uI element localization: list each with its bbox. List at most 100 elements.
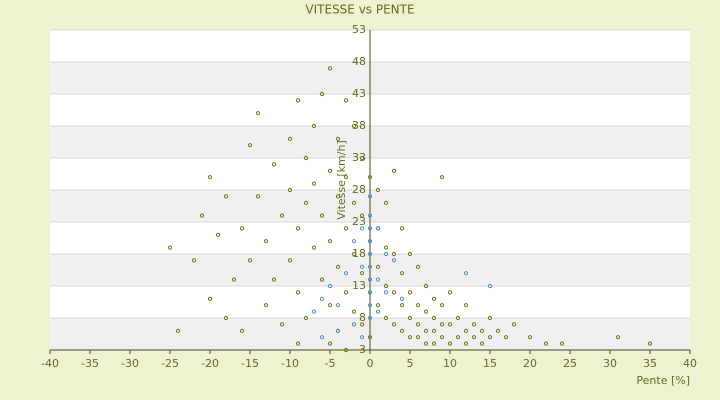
x-tick-label: -10 <box>281 357 299 370</box>
point <box>439 175 445 180</box>
x-tick-label: 30 <box>603 357 617 370</box>
point <box>479 328 485 333</box>
x-tick-label: -35 <box>81 357 99 370</box>
point <box>455 335 461 340</box>
point <box>351 123 357 129</box>
point <box>335 303 341 308</box>
point <box>351 309 357 314</box>
point <box>423 309 429 314</box>
point <box>423 341 429 346</box>
point <box>359 226 365 231</box>
y-tick-label: 23 <box>352 215 366 228</box>
point <box>351 239 357 244</box>
point <box>343 271 349 276</box>
x-tick-label: 15 <box>483 357 497 370</box>
point <box>415 303 421 308</box>
point <box>391 168 397 173</box>
point <box>359 155 365 161</box>
x-tick-label: 10 <box>443 357 457 370</box>
x-tick-label: 35 <box>643 357 657 370</box>
point <box>463 271 469 276</box>
y-tick-label: 53 <box>352 23 366 36</box>
x-tick-label: -5 <box>325 357 336 370</box>
point <box>471 322 477 327</box>
point <box>407 315 413 321</box>
point <box>327 341 333 346</box>
point <box>287 258 293 263</box>
chart-title: VITESSE vs PENTE <box>305 3 414 17</box>
point <box>311 123 317 129</box>
point <box>391 258 397 263</box>
point <box>303 315 309 321</box>
point <box>327 168 333 173</box>
point <box>407 335 413 340</box>
point <box>319 277 325 282</box>
point <box>431 296 437 301</box>
point <box>383 315 389 321</box>
y-tick-label: 8 <box>359 311 366 324</box>
point <box>359 322 365 327</box>
point <box>343 347 349 353</box>
point <box>375 226 381 231</box>
point <box>487 335 493 340</box>
point <box>343 290 349 295</box>
point <box>383 245 389 250</box>
point <box>415 322 421 327</box>
point <box>359 213 365 218</box>
point <box>367 277 373 282</box>
point <box>319 91 325 97</box>
point <box>367 175 373 180</box>
point <box>399 271 405 276</box>
point <box>287 136 293 141</box>
point <box>295 226 301 231</box>
point <box>367 290 373 295</box>
point <box>263 239 269 244</box>
point <box>375 264 381 269</box>
point <box>207 175 213 180</box>
x-tick-label: -25 <box>161 357 179 370</box>
point <box>439 335 445 340</box>
point <box>255 111 261 116</box>
x-tick-label: 0 <box>367 357 374 370</box>
y-tick-label: 33 <box>352 151 366 164</box>
point <box>311 245 317 250</box>
point <box>367 335 373 340</box>
point <box>383 283 389 289</box>
point <box>327 303 333 308</box>
x-tick-label: -20 <box>201 357 219 370</box>
y-axis-label: Vitesse [km/h] <box>335 140 348 220</box>
point <box>343 175 349 180</box>
point <box>279 213 285 218</box>
point <box>407 290 413 295</box>
point <box>463 303 469 308</box>
point <box>335 194 341 199</box>
x-tick-label: 25 <box>563 357 577 370</box>
point <box>487 315 493 321</box>
point <box>359 264 365 269</box>
point <box>239 226 245 231</box>
point <box>399 226 405 231</box>
point <box>335 264 341 269</box>
y-tick-label: 18 <box>352 247 366 260</box>
point <box>199 213 205 218</box>
point <box>495 328 501 333</box>
point <box>399 328 405 333</box>
point <box>343 98 349 103</box>
point <box>647 341 653 346</box>
point <box>367 194 373 199</box>
point <box>223 194 229 199</box>
point <box>407 251 413 257</box>
point <box>367 213 373 218</box>
point <box>351 322 357 327</box>
point <box>335 328 341 333</box>
point <box>615 335 621 340</box>
point <box>223 315 229 321</box>
x-tick-label: 40 <box>683 357 697 370</box>
point <box>391 251 397 257</box>
point <box>367 226 373 231</box>
point <box>375 309 381 314</box>
point <box>175 328 181 333</box>
point <box>399 296 405 301</box>
